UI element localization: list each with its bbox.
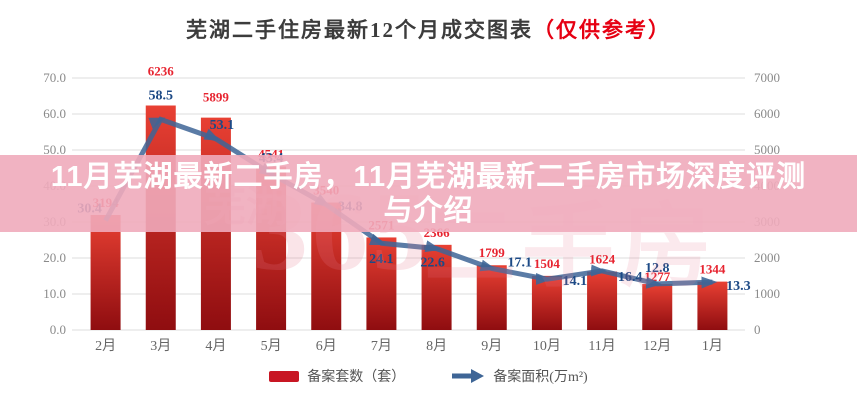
line-label-12月: 12.8: [645, 261, 670, 276]
x-label-6月: 6月: [316, 338, 337, 354]
x-label-5月: 5月: [261, 338, 282, 354]
bar-label-9月: 1799: [479, 245, 506, 260]
x-label-2月: 2月: [95, 338, 116, 354]
overlay-line2: 与介绍: [383, 195, 474, 227]
line-label-9月: 17.1: [508, 255, 533, 270]
legend-label-bars: 备案套数（套）: [307, 370, 406, 385]
legend-label-line: 备案面积(万m²): [493, 370, 588, 385]
article-title-overlay: 11月芜湖最新二手房，11月芜湖最新二手房市场深度评测 与介绍: [0, 155, 857, 232]
right-axis-tick: 2000: [754, 250, 780, 265]
x-label-1月: 1月: [702, 338, 723, 354]
bar-9月: [476, 265, 507, 330]
line-label-4月: 53.1: [210, 118, 235, 133]
right-axis-tick: 1000: [754, 286, 780, 301]
chart-title-main: 芜湖二手住房最新12个月成交图表: [186, 18, 533, 42]
bar-swatch-icon: [269, 370, 300, 382]
category-labels: 2月 3月 4月 5月 6月 7月 8月 9月 10月 11月 12月 1月: [95, 338, 723, 354]
line-series: [103, 116, 718, 289]
x-label-3月: 3月: [150, 338, 171, 354]
bar-label-1月: 1344: [699, 262, 726, 277]
legend-item-bars: 备案套数（套）: [269, 366, 405, 386]
legend-item-line: 备案面积(万m²): [451, 366, 588, 386]
right-axis-tick: 6000: [754, 106, 780, 121]
left-axis-tick: 0.0: [50, 322, 66, 337]
left-axis-tick: 70.0: [43, 70, 66, 85]
chart-title: 芜湖二手住房最新12个月成交图表（仅供参考）: [0, 14, 857, 44]
x-label-7月: 7月: [371, 338, 392, 354]
chart-legend: 备案套数（套） 备案面积(万m²): [0, 366, 857, 386]
chart-title-note: （仅供参考）: [533, 18, 671, 42]
bar-label-10月: 1504: [534, 256, 561, 271]
left-axis-tick: 60.0: [43, 106, 66, 121]
line-label-8月: 22.6: [420, 256, 445, 271]
right-axis-tick: 5000: [754, 142, 780, 157]
left-axis-tick: 20.0: [43, 250, 66, 265]
left-axis-tick: 50.0: [43, 142, 66, 157]
bar-1月: [697, 281, 728, 330]
x-label-4月: 4月: [205, 338, 226, 354]
bar-label-11月: 1624: [589, 252, 616, 267]
x-label-12月: 12月: [643, 338, 671, 354]
right-axis-tick: 0: [754, 322, 761, 337]
x-label-9月: 9月: [481, 338, 502, 354]
line-label-1月: 13.3: [726, 279, 751, 294]
line-label-3月: 58.5: [149, 88, 174, 103]
bar-label-4月: 5899: [203, 90, 230, 105]
line-label-10月: 14.1: [563, 274, 588, 289]
line-label-7月: 24.1: [369, 252, 394, 267]
bar-11月: [587, 271, 618, 330]
bar-12月: [642, 284, 673, 330]
bar-2月: [90, 215, 121, 330]
right-axis-tick: 7000: [754, 70, 780, 85]
x-label-11月: 11月: [588, 338, 615, 354]
x-label-8月: 8月: [426, 338, 447, 354]
arrow-icon: [452, 369, 485, 383]
bar-10月: [531, 275, 562, 330]
overlay-line1: 11月芜湖最新二手房，11月芜湖最新二手房市场深度评测: [50, 161, 807, 193]
x-label-10月: 10月: [533, 338, 561, 354]
line-label-11月: 16.4: [618, 270, 643, 285]
bar-label-3月: 6236: [148, 64, 175, 79]
left-axis-tick: 10.0: [43, 286, 66, 301]
